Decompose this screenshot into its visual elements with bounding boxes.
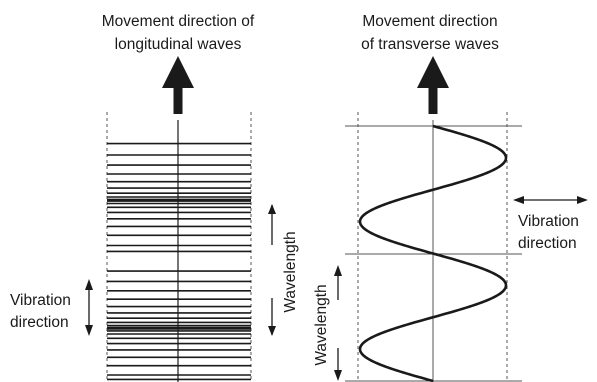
transverse-vibration-label-line1: Vibration xyxy=(518,213,579,230)
transverse-title-line2: of transverse waves xyxy=(361,36,499,53)
longitudinal-wavelength-indicator xyxy=(268,204,276,336)
longitudinal-wavelength-label: Wavelength xyxy=(282,231,299,312)
longitudinal-vibration-arrow xyxy=(85,279,93,336)
longitudinal-vibration-label-line2: direction xyxy=(10,314,69,331)
transverse-wavelength-label: Wavelength xyxy=(313,284,330,365)
transverse-movement-arrow xyxy=(417,56,449,114)
longitudinal-medium-lines xyxy=(107,144,251,380)
longitudinal-vibration-label-line1: Vibration xyxy=(10,292,71,309)
longitudinal-title-line2: longitudinal waves xyxy=(115,36,242,53)
transverse-panel: Movement direction of transverse waves V… xyxy=(313,13,588,382)
longitudinal-movement-arrow xyxy=(162,56,194,114)
longitudinal-panel: Movement direction of longitudinal waves… xyxy=(10,13,299,382)
longitudinal-title-line1: Movement direction of xyxy=(102,13,255,30)
transverse-title-line1: Movement direction xyxy=(362,13,497,30)
transverse-wavelength-indicator xyxy=(334,265,342,381)
transverse-vibration-arrow xyxy=(513,196,588,204)
transverse-vibration-label-line2: direction xyxy=(518,235,577,252)
